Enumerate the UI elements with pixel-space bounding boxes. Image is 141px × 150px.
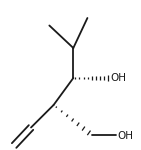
Text: OH: OH — [117, 131, 133, 141]
Text: OH: OH — [111, 73, 127, 83]
